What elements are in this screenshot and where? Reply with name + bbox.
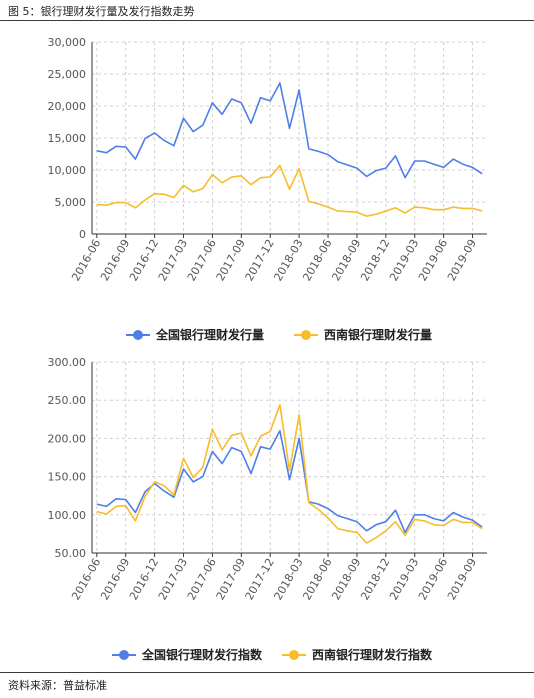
- y-tick-label: 0: [79, 228, 86, 241]
- issuance-index-chart: 50.00100.00150.00200.00250.00300.002016-…: [0, 345, 534, 670]
- y-tick-label: 20,000: [48, 100, 87, 113]
- y-tick-label: 150.00: [48, 471, 87, 484]
- x-tick-label: 2019-09: [445, 237, 479, 283]
- legend-marker: [301, 330, 311, 340]
- source-note: 资料来源：普益标准: [8, 677, 107, 693]
- legend-marker: [289, 650, 299, 660]
- legend-label: 西南银行理财发行量: [324, 327, 432, 342]
- issuance-volume-chart: 05,00010,00015,00020,00025,00030,0002016…: [0, 25, 534, 345]
- y-tick-label: 300.00: [48, 356, 87, 369]
- legend-label: 全国银行理财发行量: [155, 327, 264, 342]
- legend-label: 西南银行理财发行指数: [312, 647, 433, 662]
- bottom-divider: [0, 672, 534, 673]
- series-line-southwest: [97, 405, 482, 543]
- legend-label: 全国银行理财发行指数: [141, 647, 263, 662]
- x-tick-label: 2019-09: [445, 556, 479, 602]
- y-tick-label: 50.00: [55, 547, 87, 560]
- y-tick-label: 10,000: [48, 164, 87, 177]
- y-tick-label: 200.00: [48, 432, 87, 445]
- series-line-southwest: [97, 166, 482, 217]
- y-tick-label: 30,000: [48, 36, 87, 49]
- y-tick-label: 15,000: [48, 132, 87, 145]
- y-tick-label: 25,000: [48, 68, 87, 81]
- legend-marker: [133, 330, 143, 340]
- figure-title: 图 5：银行理财发行量及发行指数走势: [8, 3, 195, 19]
- top-divider: [0, 20, 534, 21]
- legend-marker: [119, 650, 129, 660]
- y-tick-label: 100.00: [48, 509, 87, 522]
- y-tick-label: 5,000: [55, 196, 87, 209]
- y-tick-label: 250.00: [48, 394, 87, 407]
